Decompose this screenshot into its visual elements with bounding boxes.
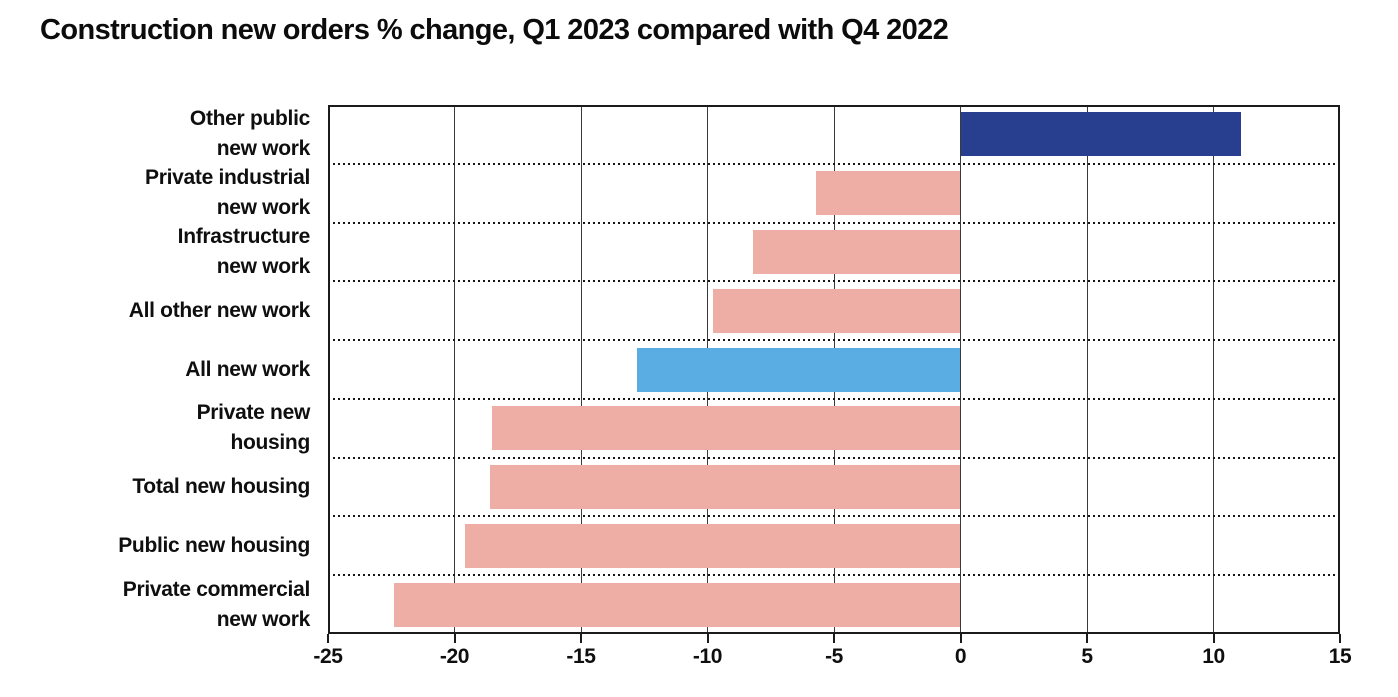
category-label-other-public-new-work: Other public new work xyxy=(190,104,310,164)
x-tick-mark xyxy=(453,634,456,643)
category-label-line: housing xyxy=(230,431,310,455)
bar-private-industrial-new-work xyxy=(816,171,961,216)
x-tick-mark xyxy=(833,634,835,643)
x-tick-mark xyxy=(706,634,709,643)
bar-all-other-new-work xyxy=(712,288,961,333)
gridline xyxy=(1213,105,1214,634)
x-tick-label: -15 xyxy=(566,645,596,668)
category-label-line: Infrastructure xyxy=(177,224,311,248)
bar-private-new-housing xyxy=(492,406,961,451)
row-separator xyxy=(328,397,1340,400)
bar-other-public-new-work xyxy=(960,112,1242,157)
x-tick-label: 10 xyxy=(1202,645,1225,668)
category-label-total-new-housing: Total new housing xyxy=(132,472,310,502)
bar-public-new-housing xyxy=(464,523,961,568)
bar-all-new-work xyxy=(636,347,961,392)
category-label-line: new work xyxy=(216,196,311,220)
gridline xyxy=(1086,105,1088,634)
x-tick-label: -25 xyxy=(313,645,343,668)
category-label-line: new work xyxy=(216,254,311,278)
category-label-line: All new work xyxy=(185,357,310,381)
category-label-private-new-housing: Private new housing xyxy=(196,398,311,458)
category-label-line: Other public xyxy=(189,107,310,131)
x-tick-label: 15 xyxy=(1328,645,1352,668)
category-label-line: Private commercial xyxy=(122,577,311,601)
row-separator xyxy=(328,456,1340,459)
category-label-line: new work xyxy=(216,137,311,161)
row-separator xyxy=(328,280,1340,283)
category-label-all-new-work: All new work xyxy=(185,355,310,385)
row-separator xyxy=(328,221,1340,224)
x-tick-mark xyxy=(1339,634,1341,643)
plot-area: -25 -20 -15 -10 -5 0 5 10 15 xyxy=(313,105,1352,668)
category-label-private-commercial-new-work: Private commercial new work xyxy=(122,575,311,635)
gridline xyxy=(960,105,961,634)
category-label-infrastructure-new-work: Infrastructure new work xyxy=(177,222,311,282)
bar-total-new-housing xyxy=(489,465,961,510)
category-label-line: new work xyxy=(216,607,311,631)
row-separator xyxy=(328,162,1340,165)
y-axis-labels: Other public new work Private industrial ne… xyxy=(0,105,310,634)
x-tick-label: -20 xyxy=(439,645,470,668)
row-separator xyxy=(328,339,1340,342)
x-tick-mark xyxy=(959,634,962,643)
category-label-public-new-housing: Public new housing xyxy=(118,531,310,561)
chart-title: Construction new orders % change, Q1 202… xyxy=(40,14,949,46)
x-tick-mark xyxy=(1086,634,1088,643)
x-tick-label: -5 xyxy=(825,645,843,668)
category-label-private-industrial-new-work: Private industrial new work xyxy=(145,163,310,223)
row-separator xyxy=(328,515,1340,518)
category-label-all-other-new-work: All other new work xyxy=(128,296,311,326)
x-tick-mark xyxy=(1212,634,1215,643)
x-tick-label: 0 xyxy=(954,645,967,668)
x-tick-mark xyxy=(327,634,329,643)
bar-private-commercial-new-work xyxy=(393,582,961,627)
bar-infrastructure-new-work xyxy=(753,229,961,274)
category-label-line: Total new housing xyxy=(132,475,310,499)
gridline xyxy=(454,105,455,634)
x-tick-label: -10 xyxy=(692,645,723,668)
gridline xyxy=(580,105,582,634)
row-separator xyxy=(328,574,1340,577)
category-label-line: Private new xyxy=(196,401,311,425)
category-label-line: Private industrial xyxy=(145,166,310,190)
category-label-line: Public new housing xyxy=(118,533,310,557)
category-label-line: All other new work xyxy=(128,298,311,322)
x-tick-label: 5 xyxy=(1081,645,1093,668)
x-tick-mark xyxy=(580,634,582,643)
